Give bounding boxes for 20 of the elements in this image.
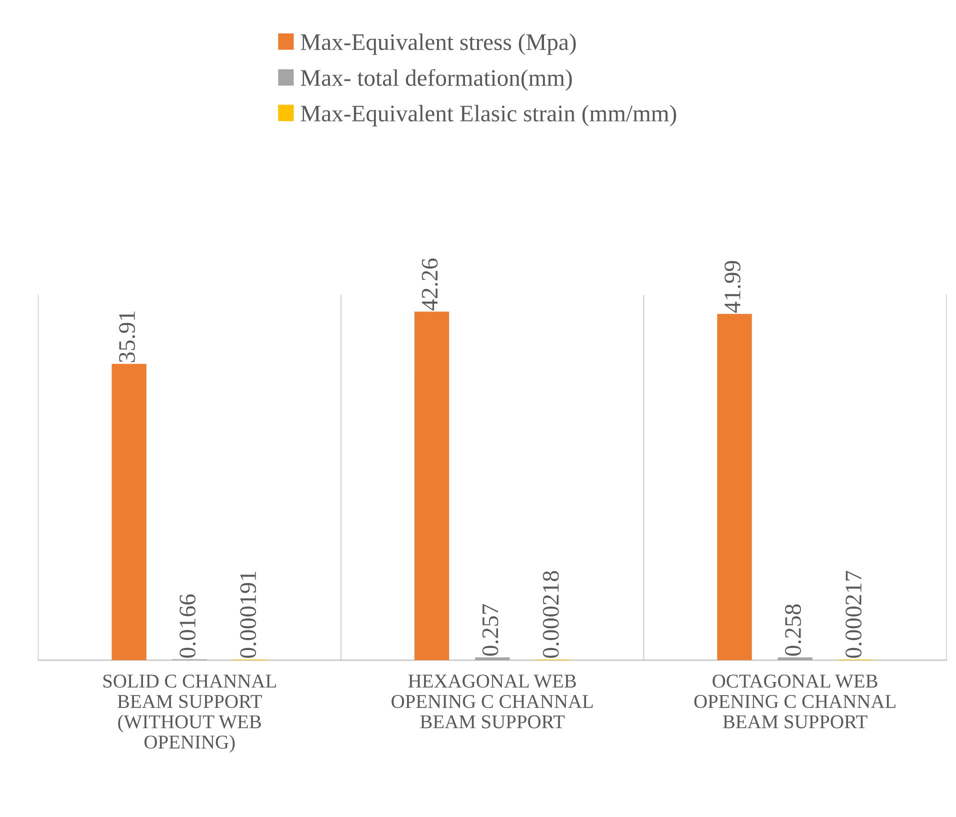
x-tick-label: SOLID C CHANNAL BEAM SUPPORT (WITHOUT WEB OPENING) xyxy=(103,674,276,753)
x-tick-label: OCTAGONAL WEB OPENING C CHANNAL BEAM SUPPORT xyxy=(694,674,896,728)
data-label: 42.26 xyxy=(422,258,438,310)
data-label: 0.000218 xyxy=(542,571,559,658)
legend-label: Max- total deformation(mm) xyxy=(300,69,572,91)
data-label: 0.000191 xyxy=(240,572,256,658)
bar xyxy=(414,312,450,660)
bar xyxy=(474,657,510,660)
bar xyxy=(778,657,812,660)
data-label: 0.0166 xyxy=(180,594,196,658)
data-label: 41.99 xyxy=(724,261,741,313)
data-label: 0.257 xyxy=(482,604,498,656)
data-label: 0.258 xyxy=(785,604,802,656)
data-label: 35.91 xyxy=(119,311,136,362)
legend-label: Max-Equivalent stress (Mpa) xyxy=(300,34,576,55)
data-label: 0.000217 xyxy=(846,570,862,658)
x-tick-label: HEXAGONAL WEB OPENING C CHANNAL BEAM SUPPORT xyxy=(392,674,593,728)
bar xyxy=(112,364,146,660)
bar xyxy=(717,314,752,660)
legend-label: Max-Equivalent Elasic strain (mm/mm) xyxy=(300,104,676,126)
